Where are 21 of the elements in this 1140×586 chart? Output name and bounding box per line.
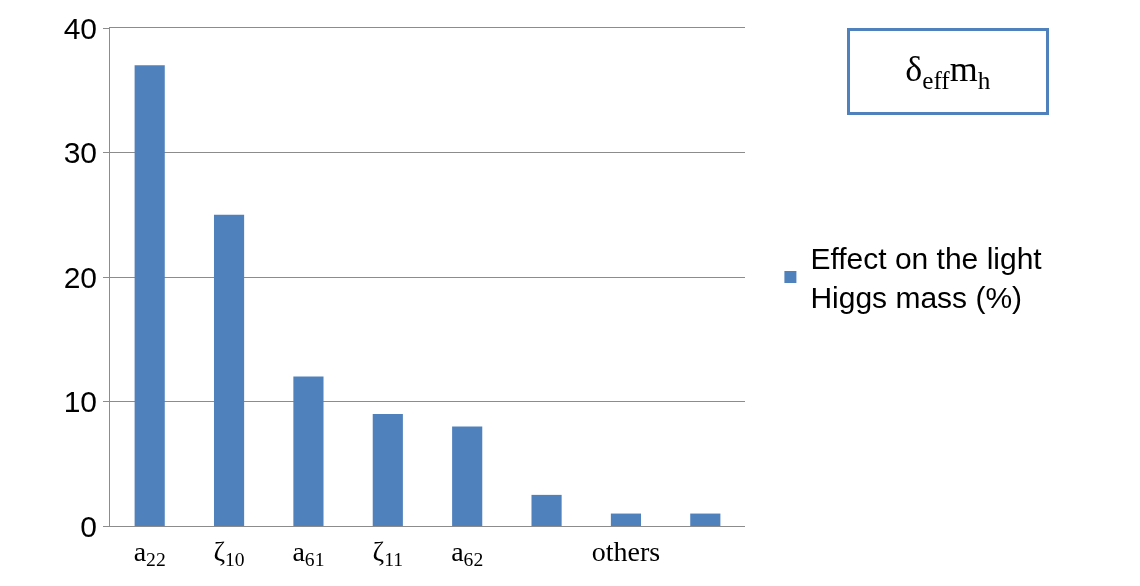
y-tick-label: 20 [63, 260, 97, 294]
x-tick-label: a$_{62}$ [451, 535, 484, 571]
bar [610, 513, 642, 526]
y-tick-label: 30 [63, 136, 97, 169]
bar [372, 413, 403, 526]
y-tick-label: 40 [63, 11, 97, 45]
bar [134, 65, 165, 526]
text: δ$_{eff}$m$_{h}$ [905, 49, 991, 94]
x-tick-label: others [591, 535, 661, 567]
bar [293, 376, 324, 526]
x-tick-label: a$_{22}$ [133, 535, 166, 571]
x-tick-label: a$_{61}$ [292, 535, 325, 571]
bar [690, 513, 721, 526]
x-tick-label: ζ$_{10}$ [213, 535, 245, 571]
y-tick-label: 0 [80, 509, 97, 543]
bar [213, 214, 245, 526]
legend-label: Effect on the light Higgs mass (%) [810, 242, 1043, 315]
x-tick-label: ζ$_{11}$ [372, 535, 404, 571]
y-tick-label: 10 [63, 385, 97, 418]
bar [452, 426, 483, 526]
bar [531, 494, 562, 526]
